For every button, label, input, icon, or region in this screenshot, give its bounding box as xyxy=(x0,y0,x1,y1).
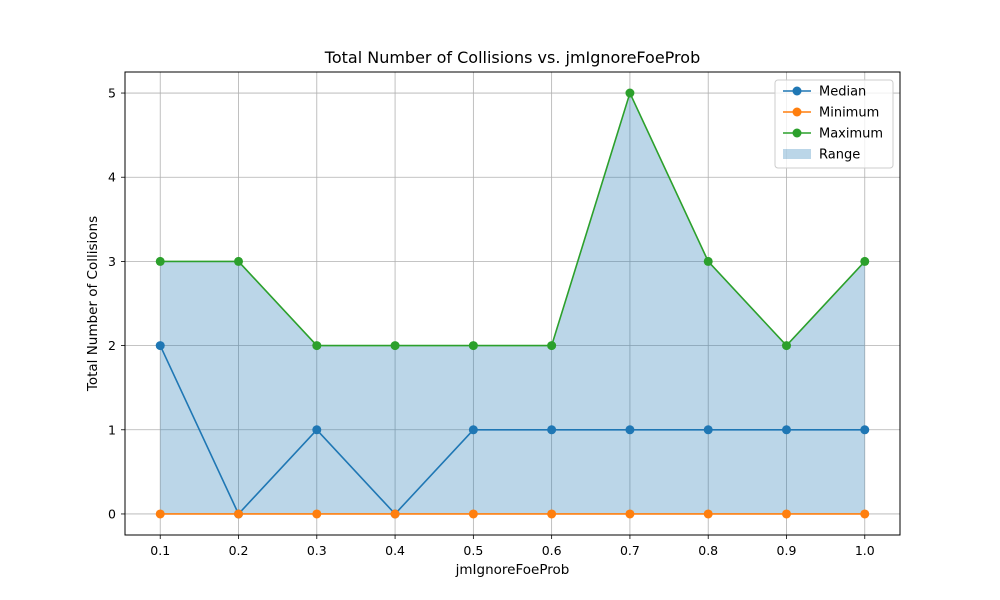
maximum-line xyxy=(160,90,866,347)
x-tick-label: 0.7 xyxy=(620,543,640,558)
y-axis-label: Total Number of Collisions xyxy=(85,216,101,392)
legend-median-marker xyxy=(792,86,802,96)
median-point xyxy=(781,425,791,435)
legend: Median Minimum Maximum Range xyxy=(774,79,894,169)
y-tick-label: 3 xyxy=(108,254,116,269)
range-band-layer xyxy=(160,93,865,514)
maximum-point xyxy=(625,88,635,98)
x-tick-label: 0.3 xyxy=(307,543,327,558)
maximum-point xyxy=(703,256,713,266)
x-tick-label: 0.8 xyxy=(698,543,718,558)
range-band xyxy=(160,93,865,514)
median-point xyxy=(468,425,478,435)
median-point xyxy=(547,425,557,435)
maximum-point xyxy=(390,341,400,351)
maximum-point xyxy=(781,341,791,351)
legend-minimum-marker xyxy=(792,107,802,117)
minimum-point xyxy=(547,509,557,519)
chart-title: Total Number of Collisions vs. jmIgnoreF… xyxy=(324,48,700,67)
legend-maximum-label: Maximum xyxy=(819,127,883,142)
y-tick-label: 4 xyxy=(108,170,116,185)
legend-range-label: Range xyxy=(819,148,860,163)
x-tick-label: 1.0 xyxy=(855,543,875,558)
maximum-point xyxy=(234,256,244,266)
minimum-point xyxy=(312,509,322,519)
median-point xyxy=(703,425,713,435)
series-maximum xyxy=(155,88,870,351)
minimum-point xyxy=(703,509,713,519)
x-tick-label: 0.4 xyxy=(385,543,405,558)
legend-box xyxy=(774,79,894,169)
x-tick-label: 0.5 xyxy=(463,543,483,558)
maximum-point xyxy=(155,256,165,266)
maximum-point xyxy=(468,341,478,351)
maximum-point xyxy=(860,256,870,266)
minimum-point xyxy=(468,509,478,519)
median-point xyxy=(625,425,635,435)
minimum-point xyxy=(860,509,870,519)
minimum-point xyxy=(155,509,165,519)
x-tick-label: 0.2 xyxy=(229,543,249,558)
legend-minimum-label: Minimum xyxy=(819,106,879,121)
legend-median-label: Median xyxy=(819,85,866,100)
x-tick-label: 0.9 xyxy=(777,543,797,558)
plot-frame xyxy=(124,71,901,536)
legend-range-swatch xyxy=(783,149,811,159)
legend-maximum-marker xyxy=(792,128,802,138)
y-tick-label: 1 xyxy=(108,422,116,437)
minimum-point xyxy=(390,509,400,519)
median-point xyxy=(155,341,165,351)
y-tick-label: 5 xyxy=(108,86,116,101)
minimum-point xyxy=(234,509,244,519)
x-tick-label: 0.1 xyxy=(150,543,170,558)
minimum-point xyxy=(625,509,635,519)
series-layer xyxy=(155,88,870,519)
x-tick-label: 0.6 xyxy=(542,543,562,558)
minimum-point xyxy=(781,509,791,519)
y-tick-label: 0 xyxy=(108,506,116,521)
x-axis-label: jmIgnoreFoeProb xyxy=(455,562,570,578)
maximum-point xyxy=(312,341,322,351)
maximum-point xyxy=(547,341,557,351)
median-point xyxy=(312,425,322,435)
series-minimum xyxy=(155,509,870,519)
median-point xyxy=(860,425,870,435)
median-line xyxy=(159,345,865,516)
axis-ticks: 0.1 0.2 0.3 0.4 0.5 0.6 0.7 0.8 0.9 1.0 0 1 2 3 4 5 xyxy=(108,86,875,558)
y-tick-label: 2 xyxy=(108,338,116,353)
